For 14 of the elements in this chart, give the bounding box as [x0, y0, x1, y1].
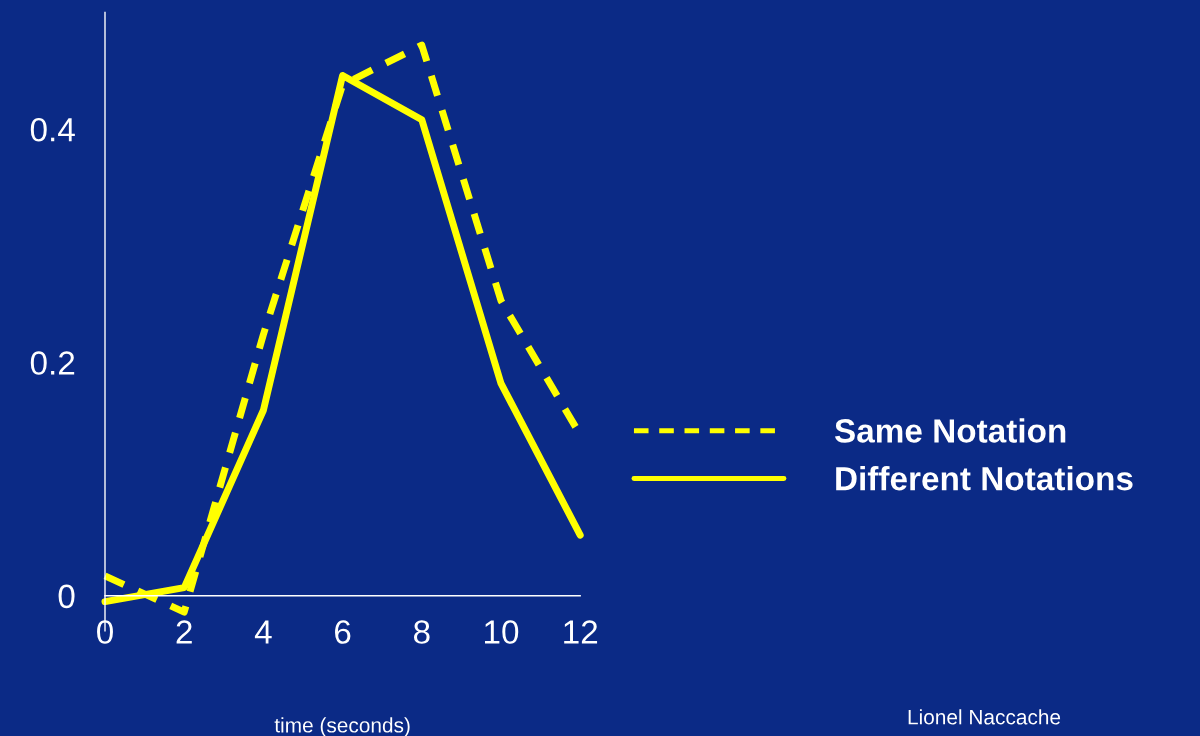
x-tick-label: 2: [176, 620, 192, 644]
x-tick-label: 4: [254, 620, 272, 644]
legend-label: Different Notations: [836, 465, 1133, 491]
y-tick-label: 0: [58, 584, 75, 609]
y-tick-label: 0.4: [30, 117, 75, 142]
y-tick-label: 0.2: [30, 351, 75, 375]
legend-label: Same Notation: [834, 418, 1066, 443]
x-axis-title: time (seconds): [274, 717, 410, 736]
x-tick-label: 8: [413, 620, 430, 644]
x-tick-label: 6: [335, 620, 351, 644]
text: Lionel Naccache: [908, 709, 1061, 725]
x-tick-label: 10: [485, 620, 519, 644]
x-tick-label: 0: [97, 620, 113, 644]
x-tick-label: 12: [564, 620, 598, 644]
